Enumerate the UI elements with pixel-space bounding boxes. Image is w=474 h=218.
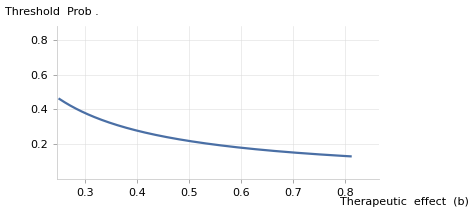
Text: Therapeutic  effect  (b): Therapeutic effect (b) — [340, 197, 469, 207]
Text: Threshold  Prob .: Threshold Prob . — [5, 7, 99, 17]
